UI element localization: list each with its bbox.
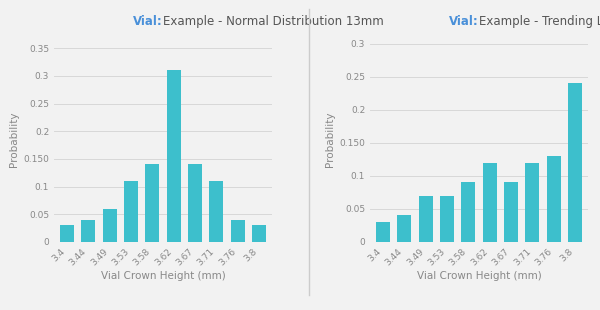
Bar	[231, 220, 245, 242]
Bar	[209, 181, 223, 242]
Bar	[547, 156, 561, 242]
Text: Example - Trending Large 13mm: Example - Trending Large 13mm	[479, 15, 600, 28]
Bar	[124, 181, 138, 242]
Bar	[461, 182, 475, 242]
Bar	[483, 163, 497, 242]
Bar	[103, 209, 116, 242]
Bar	[397, 215, 411, 242]
Bar	[376, 222, 390, 242]
Bar	[568, 83, 582, 242]
Bar	[60, 225, 74, 242]
Text: Vial:: Vial:	[133, 15, 163, 28]
Text: Example - Normal Distribution 13mm: Example - Normal Distribution 13mm	[163, 15, 384, 28]
Bar	[252, 225, 266, 242]
Bar	[504, 182, 518, 242]
X-axis label: Vial Crown Height (mm): Vial Crown Height (mm)	[416, 272, 541, 281]
Bar	[145, 164, 159, 242]
Bar	[440, 196, 454, 242]
Y-axis label: Probability: Probability	[325, 112, 335, 167]
Text: Vial:: Vial:	[449, 15, 479, 28]
Bar	[167, 70, 181, 242]
Bar	[81, 220, 95, 242]
Bar	[526, 163, 539, 242]
Bar	[188, 164, 202, 242]
Y-axis label: Probability: Probability	[9, 112, 19, 167]
X-axis label: Vial Crown Height (mm): Vial Crown Height (mm)	[101, 272, 226, 281]
Bar	[419, 196, 433, 242]
